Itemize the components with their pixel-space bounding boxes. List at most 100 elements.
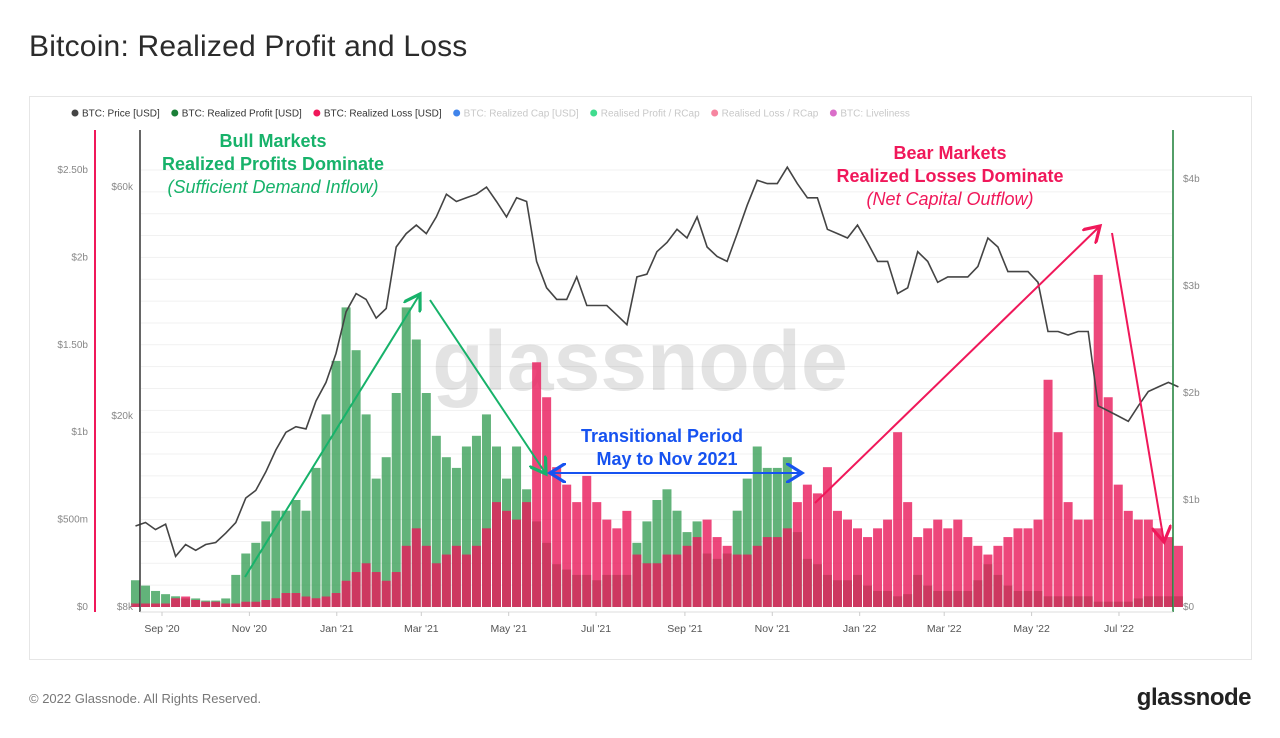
legend-item[interactable]: BTC: Realized Profit [USD] — [182, 109, 302, 120]
profit-bar — [281, 510, 291, 607]
loss-axis-tick: $2.50b — [57, 165, 88, 176]
loss-axis-tick: $500m — [57, 515, 88, 526]
profit-bar — [311, 467, 321, 607]
loss-bar — [652, 563, 662, 607]
loss-bar — [341, 580, 351, 607]
x-axis-tick: Mar '22 — [927, 623, 962, 635]
loss-bar — [161, 603, 171, 607]
price-axis-tick: $60k — [111, 182, 134, 193]
loss-bar — [441, 554, 451, 607]
loss-bar — [682, 545, 692, 607]
legend-item[interactable]: Realised Profit / RCap — [601, 109, 700, 120]
loss-bar — [451, 545, 461, 607]
bear-annotation-subtitle: Realized Losses Dominate — [836, 166, 1063, 186]
loss-bar — [491, 502, 501, 607]
loss-bar — [191, 600, 201, 607]
loss-bar — [842, 519, 852, 607]
loss-bar — [1043, 379, 1053, 607]
loss-bar — [391, 572, 401, 607]
profit-bar — [161, 594, 171, 607]
loss-axis-tick: $2b — [71, 252, 88, 263]
loss-bar — [130, 603, 140, 607]
loss-axis-tick: $1.50b — [57, 340, 88, 351]
loss-bar — [291, 593, 301, 607]
legend-marker-icon — [453, 109, 461, 117]
profit-bar — [411, 339, 421, 607]
loss-bar — [883, 519, 893, 607]
bear-annotation-note: (Net Capital Outflow) — [866, 189, 1033, 209]
loss-bar — [351, 572, 361, 607]
profit-bar — [151, 590, 161, 607]
loss-bar — [662, 554, 672, 607]
profit-bar — [251, 542, 261, 607]
watermark: glassnode — [432, 314, 847, 408]
profit-bar — [291, 500, 301, 607]
price-axis-tick: $20k — [111, 411, 134, 422]
loss-bar — [782, 528, 792, 607]
loss-bar — [1153, 528, 1163, 607]
loss-bar — [1033, 519, 1043, 607]
loss-bar — [562, 484, 572, 607]
profit-axis-tick: $0 — [1183, 602, 1195, 613]
loss-bar — [221, 603, 231, 607]
profit-bar — [141, 585, 151, 607]
loss-bar — [672, 554, 682, 607]
profit-axis-tick: $4b — [1183, 174, 1200, 185]
loss-bar — [481, 528, 491, 607]
loss-bar — [1003, 537, 1013, 607]
x-axis-tick: May '21 — [490, 623, 527, 635]
loss-bar — [331, 593, 341, 607]
profit-bar — [341, 307, 351, 607]
legend-item[interactable]: BTC: Realized Cap [USD] — [464, 109, 579, 120]
loss-bar — [201, 601, 211, 607]
loss-bar — [361, 563, 371, 607]
loss-bar — [943, 528, 953, 607]
loss-bar — [592, 502, 602, 607]
chart-panel — [29, 96, 1252, 660]
loss-bar — [431, 563, 441, 607]
price-axis-tick: $8k — [117, 602, 134, 613]
legend-item[interactable]: Realised Loss / RCap — [722, 109, 819, 120]
loss-bar — [702, 519, 712, 607]
profit-bar — [441, 457, 451, 607]
profit-bar — [130, 580, 140, 607]
loss-bar — [471, 545, 481, 607]
loss-bar — [1013, 528, 1023, 607]
legend-item[interactable]: BTC: Price [USD] — [82, 109, 160, 120]
profit-axis-tick: $1b — [1183, 495, 1200, 506]
loss-bar — [381, 580, 391, 607]
loss-bar — [983, 554, 993, 607]
x-axis-tick: Mar '21 — [404, 623, 439, 635]
loss-axis-tick: $1b — [71, 427, 88, 438]
legend-marker-icon — [829, 109, 837, 117]
loss-bar — [622, 510, 632, 607]
loss-bar — [532, 362, 542, 607]
loss-bar — [933, 519, 943, 607]
loss-bar — [762, 537, 772, 607]
profit-bar — [371, 478, 381, 607]
transition-annotation-title: Transitional Period — [581, 426, 743, 446]
legend-marker-icon — [313, 109, 321, 117]
loss-axis-tick: $0 — [77, 602, 89, 613]
legend-item[interactable]: BTC: Liveliness — [840, 109, 909, 120]
profit-bar — [451, 467, 461, 607]
bear-up-arrow — [814, 226, 1100, 504]
loss-bar — [1053, 432, 1063, 607]
loss-bar — [241, 601, 251, 607]
loss-bar — [893, 432, 903, 607]
legend-item[interactable]: BTC: Realized Loss [USD] — [324, 109, 442, 120]
loss-bar — [1063, 502, 1073, 607]
loss-bar — [181, 596, 191, 607]
loss-bar — [1163, 537, 1173, 607]
loss-bar — [401, 545, 411, 607]
profit-bar — [351, 350, 361, 607]
loss-bar — [953, 519, 963, 607]
legend-marker-icon — [171, 109, 179, 117]
loss-bar — [853, 528, 863, 607]
loss-bar — [211, 601, 221, 607]
glassnode-logo[interactable]: glassnode — [1136, 684, 1252, 711]
loss-bar — [602, 519, 612, 607]
profit-bar — [421, 393, 431, 607]
loss-bar — [502, 510, 512, 607]
